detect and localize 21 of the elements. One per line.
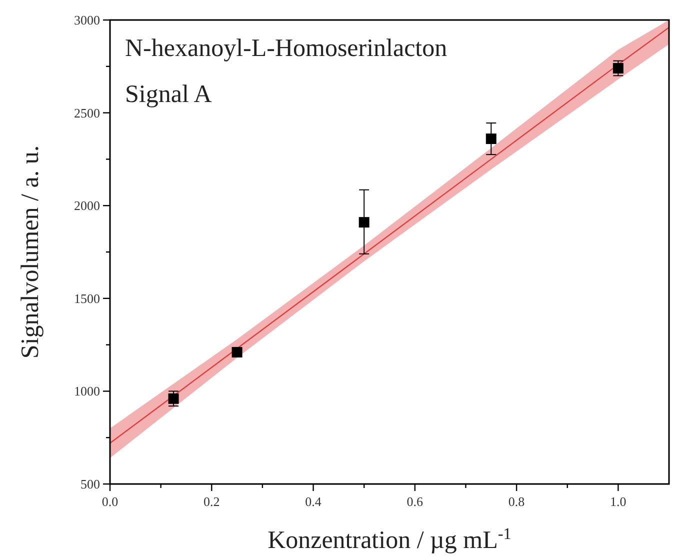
y-axis-title: Signalvolumen / a. u. [17, 145, 44, 359]
annotation: N-hexanoyl-L-Homoserinlacton [125, 35, 448, 62]
x-tick-label: 0.8 [508, 494, 525, 509]
x-tick-label: 0.0 [102, 494, 118, 509]
x-tick-label: 1.0 [610, 494, 626, 509]
y-tick-label: 2000 [74, 198, 100, 214]
point [232, 346, 242, 358]
y-tick-label: 500 [80, 476, 100, 492]
point [486, 134, 496, 144]
y-tick-label: 3000 [74, 12, 100, 28]
annotation: Signal A [125, 81, 212, 108]
point [168, 393, 179, 404]
y-tick-label: 1500 [74, 290, 100, 306]
point [612, 63, 624, 74]
y-tick-label: 1000 [74, 384, 100, 399]
point [358, 217, 370, 228]
x-tick-label: 0.4 [305, 494, 322, 509]
x-axis-title: Konzentration / µg mL$^{-1}$ [268, 525, 512, 554]
y-tick-label: 2500 [74, 105, 100, 120]
x-tick-label: 0.6 [406, 494, 424, 509]
x-tick-label: 0.2 [204, 494, 220, 509]
